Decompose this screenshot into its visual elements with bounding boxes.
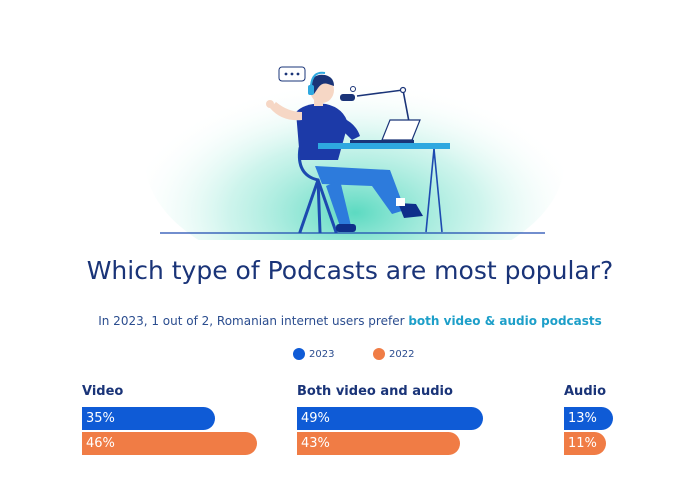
- category-label-video: Video: [82, 384, 124, 399]
- category-label-audio: Audio: [564, 384, 607, 399]
- desk: [318, 143, 450, 233]
- bar-both-video-and-audio-2023: 49%: [297, 407, 484, 430]
- legend-label-2022: 2022: [389, 348, 415, 360]
- subtitle-text: In 2023, 1 out of 2, Romanian internet u…: [98, 314, 409, 328]
- bar-audio-2022: 11%: [564, 432, 606, 455]
- chart-subtitle: In 2023, 1 out of 2, Romanian internet u…: [0, 314, 700, 328]
- bar-audio-2023: 13%: [564, 407, 614, 430]
- subtitle-highlight: both video & audio podcasts: [408, 314, 602, 328]
- chart-title: Which type of Podcasts are most popular?: [86, 256, 614, 285]
- legend-swatch-2023: [293, 348, 305, 360]
- speech-bubble-icon: [278, 66, 306, 82]
- bar-video-2023: 35%: [82, 407, 215, 430]
- podcaster-illustration: [145, 40, 565, 240]
- legend-item-2023: 2023: [293, 348, 334, 360]
- bar-video-2022: 46%: [82, 432, 257, 455]
- microphone-icon: [340, 86, 414, 144]
- category-label-both-video-and-audio: Both video and audio: [297, 384, 453, 399]
- laptop-icon: [350, 119, 421, 143]
- legend-label-2023: 2023: [309, 348, 335, 360]
- bar-both-video-and-audio-2022: 43%: [297, 432, 461, 455]
- legend-item-2022: 2022: [373, 348, 414, 360]
- legend-swatch-2022: [373, 348, 385, 360]
